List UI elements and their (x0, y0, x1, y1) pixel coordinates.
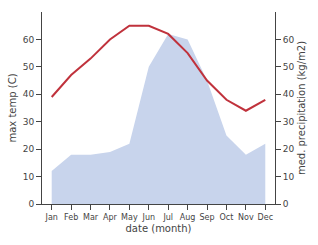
svg-text:Jan: Jan (45, 213, 58, 222)
svg-text:Mar: Mar (83, 213, 99, 222)
svg-text:Sep: Sep (200, 213, 215, 222)
svg-text:Jun: Jun (142, 213, 156, 222)
svg-text:60: 60 (23, 35, 35, 45)
svg-text:50: 50 (283, 62, 295, 72)
svg-text:50: 50 (23, 62, 35, 72)
svg-text:Aug: Aug (180, 213, 196, 222)
svg-text:Oct: Oct (220, 213, 234, 222)
svg-text:med. precipitation (kg/m2): med. precipitation (kg/m2) (296, 41, 307, 175)
svg-text:40: 40 (23, 89, 35, 99)
svg-text:max temp (C): max temp (C) (7, 73, 18, 142)
svg-text:10: 10 (23, 172, 35, 182)
svg-text:Nov: Nov (238, 213, 254, 222)
svg-text:40: 40 (283, 89, 295, 99)
svg-text:Apr: Apr (103, 213, 118, 222)
svg-text:30: 30 (283, 117, 295, 127)
svg-text:Feb: Feb (64, 213, 78, 222)
svg-text:30: 30 (23, 117, 35, 127)
svg-text:20: 20 (283, 144, 295, 154)
svg-text:Dec: Dec (258, 213, 273, 222)
svg-text:date (month): date (month) (126, 223, 192, 234)
svg-text:0: 0 (28, 199, 34, 209)
svg-text:0: 0 (283, 199, 289, 209)
svg-text:60: 60 (283, 35, 295, 45)
svg-text:May: May (121, 213, 138, 222)
svg-text:20: 20 (23, 144, 35, 154)
svg-text:10: 10 (283, 172, 295, 182)
svg-text:Jul: Jul (162, 213, 173, 222)
